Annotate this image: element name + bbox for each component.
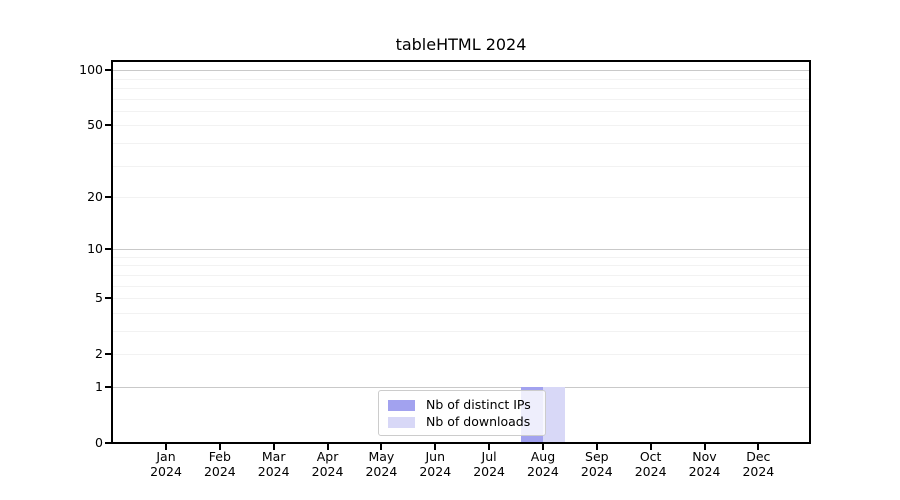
x-tick-month: Mar — [261, 449, 286, 464]
legend-label: Nb of downloads — [426, 414, 531, 429]
legend-swatch-icon — [388, 399, 415, 411]
x-tick-label: Aug 2024 — [508, 449, 578, 479]
y-axis-tick — [105, 442, 111, 444]
chart-title: tableHTML 2024 — [395, 35, 527, 54]
y-tick-label: 1 — [95, 378, 103, 394]
gridline-minor — [112, 87, 810, 89]
y-axis-tick — [105, 124, 111, 127]
bar-downloads — [542, 386, 565, 443]
legend: Nb of distinct IPs Nb of downloads — [378, 390, 546, 436]
gridline-minor — [112, 298, 810, 300]
gridline-major — [112, 386, 810, 388]
x-tick-year: 2024 — [150, 464, 182, 479]
x-tick-month: Nov — [692, 449, 717, 464]
x-axis-tick — [380, 444, 383, 450]
x-axis-tick — [541, 444, 544, 450]
gridline-minor — [112, 110, 810, 112]
x-axis-tick — [165, 444, 167, 450]
y-axis-tick — [105, 248, 111, 251]
legend-label: Nb of distinct IPs — [426, 397, 531, 412]
x-tick-label: Jul 2024 — [454, 449, 524, 479]
x-tick-year: 2024 — [742, 464, 775, 479]
x-tick-year: 2024 — [257, 464, 290, 479]
x-axis-tick — [218, 444, 221, 450]
x-tick-year: 2024 — [203, 464, 236, 479]
x-tick-label: May 2024 — [346, 449, 416, 479]
x-axis-tick — [272, 444, 275, 450]
x-tick-month: Aug — [530, 449, 556, 464]
x-tick-month: Dec — [746, 449, 771, 464]
plot-area — [112, 61, 810, 443]
x-tick-label: Sep 2024 — [562, 449, 632, 479]
x-tick-month: Sep — [585, 449, 609, 464]
plot-border — [111, 60, 811, 444]
x-tick-month: Jun — [425, 449, 446, 464]
gridline-major — [112, 249, 810, 251]
x-tick-year: 2024 — [580, 464, 613, 479]
x-axis-tick — [326, 444, 329, 450]
x-tick-year: 2024 — [365, 464, 398, 479]
x-tick-label: Jan 2024 — [131, 449, 201, 479]
x-tick-month: Jul — [481, 449, 497, 464]
y-tick-label: 50 — [87, 117, 103, 133]
x-tick-year: 2024 — [688, 464, 721, 479]
y-axis-tick — [105, 196, 111, 198]
gridline-minor — [112, 285, 810, 287]
x-axis-tick — [703, 444, 706, 450]
y-tick-label: 0 — [95, 435, 103, 450]
gridline-minor — [112, 125, 810, 127]
x-tick-month: Feb — [208, 449, 231, 464]
gridline-minor — [112, 330, 810, 332]
x-tick-month: May — [368, 449, 395, 464]
x-axis-tick — [595, 444, 598, 450]
gridline-minor — [112, 274, 810, 276]
x-tick-month: Jan — [156, 449, 176, 464]
x-tick-label: Jun 2024 — [400, 449, 470, 479]
x-tick-label: Apr 2024 — [293, 449, 363, 479]
x-tick-year: 2024 — [527, 464, 559, 479]
gridline-minor — [112, 312, 810, 314]
gridline-minor — [112, 78, 810, 80]
y-tick-label: 100 — [79, 62, 103, 78]
x-tick-label: Mar 2024 — [239, 449, 309, 479]
x-axis-tick — [649, 444, 652, 450]
x-tick-month: Oct — [639, 449, 662, 464]
legend-swatch-icon — [388, 416, 415, 428]
x-tick-year: 2024 — [419, 464, 452, 479]
x-axis-tick — [757, 444, 760, 450]
x-tick-label: Feb 2024 — [185, 449, 255, 479]
gridline-minor — [112, 256, 810, 258]
x-axis-tick — [488, 444, 491, 450]
y-tick-label: 20 — [87, 189, 103, 204]
y-tick-label: 10 — [87, 241, 103, 257]
gridline-minor — [112, 265, 810, 267]
gridline-major — [112, 70, 810, 72]
y-axis-tick — [105, 353, 111, 356]
x-tick-year: 2024 — [473, 464, 505, 479]
y-axis-tick — [105, 385, 111, 388]
x-tick-label: Nov 2024 — [670, 449, 740, 479]
legend-item: Nb of downloads — [388, 414, 537, 430]
gridline-minor — [112, 354, 810, 356]
gridline-minor — [112, 142, 810, 144]
y-axis-tick — [105, 69, 111, 72]
x-tick-label: Dec 2024 — [723, 449, 793, 479]
gridline-minor — [112, 197, 810, 198]
x-tick-label: Oct 2024 — [616, 449, 686, 479]
x-axis-tick — [434, 444, 437, 450]
x-tick-month: Apr — [316, 449, 339, 464]
x-tick-year: 2024 — [311, 464, 344, 479]
gridline-minor — [112, 165, 810, 167]
y-tick-label: 2 — [95, 346, 103, 362]
y-axis-tick — [105, 297, 111, 300]
y-tick-label: 5 — [95, 290, 103, 306]
x-tick-year: 2024 — [634, 464, 667, 479]
legend-item: Nb of distinct IPs — [388, 397, 537, 413]
gridline-minor — [112, 98, 810, 100]
